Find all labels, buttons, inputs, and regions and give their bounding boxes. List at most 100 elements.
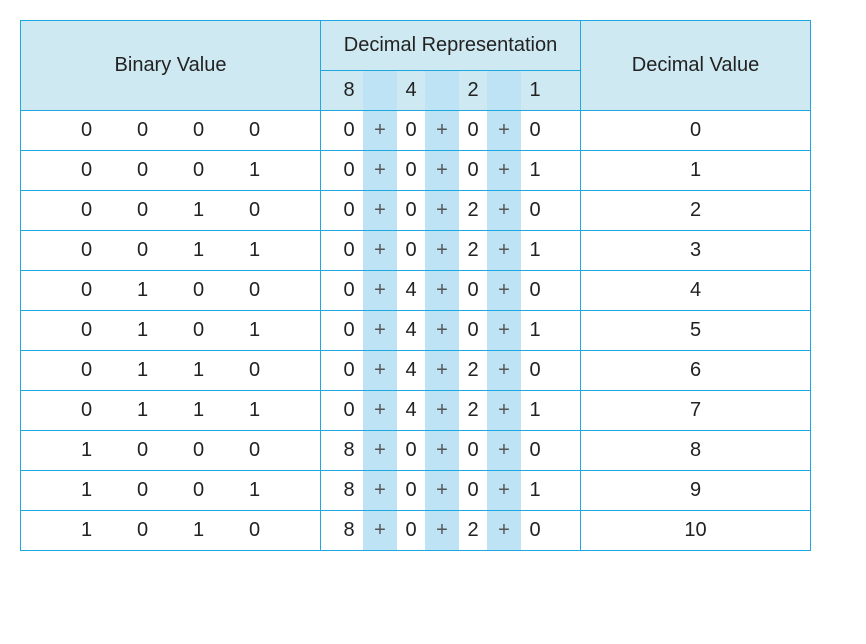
decimal-representation-cell: 0+4+2+0 (321, 351, 581, 391)
plus-icon: + (425, 119, 459, 142)
binary-decimal-table: Binary Value Decimal Representation Deci… (20, 20, 811, 551)
plus-icon: + (363, 199, 397, 222)
decimal-value-cell: 10 (581, 511, 811, 551)
rep-term: 0 (397, 479, 425, 502)
rep-term: 0 (335, 319, 363, 342)
binary-bit: 0 (227, 279, 283, 302)
header-decimal-representation-label: Decimal Representation (344, 34, 557, 56)
rep-term: 1 (521, 479, 549, 502)
binary-bit: 0 (115, 439, 171, 462)
decimal-value-cell: 8 (581, 431, 811, 471)
weight-stripe (487, 71, 521, 110)
rep-term: 0 (397, 519, 425, 542)
binary-bit: 1 (227, 479, 283, 502)
rep-term: 0 (335, 159, 363, 182)
rep-term: 0 (397, 439, 425, 462)
binary-bit: 0 (171, 279, 227, 302)
rep-term: 0 (521, 439, 549, 462)
decimal-representation-cell: 8+0+2+0 (321, 511, 581, 551)
plus-icon: + (487, 359, 521, 382)
weight-2: 2 (459, 79, 487, 102)
binary-value-cell: 1000 (21, 431, 321, 471)
decimal-value-cell: 4 (581, 271, 811, 311)
rep-term: 2 (459, 359, 487, 382)
binary-value-cell: 0100 (21, 271, 321, 311)
decimal-value-cell: 0 (581, 111, 811, 151)
table-row: 00100+0+2+02 (21, 191, 811, 231)
weight-1: 1 (521, 79, 549, 102)
header-weights-row: 8 4 2 1 (321, 71, 581, 111)
plus-icon: + (487, 519, 521, 542)
decimal-representation-cell: 0+0+2+1 (321, 231, 581, 271)
binary-bit: 0 (227, 119, 283, 142)
rep-term: 0 (521, 519, 549, 542)
rep-term: 0 (459, 279, 487, 302)
rep-term: 2 (459, 199, 487, 222)
binary-value-cell: 0011 (21, 231, 321, 271)
rep-term: 4 (397, 399, 425, 422)
rep-term: 0 (335, 199, 363, 222)
weight-4: 4 (397, 79, 425, 102)
rep-term: 0 (521, 119, 549, 142)
rep-term: 8 (335, 439, 363, 462)
binary-bit: 1 (227, 399, 283, 422)
decimal-representation-cell: 0+0+0+1 (321, 151, 581, 191)
rep-term: 0 (459, 319, 487, 342)
rep-term: 0 (459, 119, 487, 142)
rep-term: 0 (335, 279, 363, 302)
decimal-value-cell: 6 (581, 351, 811, 391)
rep-term: 2 (459, 519, 487, 542)
rep-term: 0 (521, 279, 549, 302)
rep-term: 0 (335, 119, 363, 142)
rep-term: 0 (335, 399, 363, 422)
plus-icon: + (363, 239, 397, 262)
decimal-representation-cell: 0+4+0+0 (321, 271, 581, 311)
plus-icon: + (425, 359, 459, 382)
binary-bit: 0 (59, 199, 115, 222)
rep-term: 8 (335, 479, 363, 502)
binary-bit: 1 (171, 399, 227, 422)
plus-icon: + (487, 199, 521, 222)
binary-bit: 1 (115, 399, 171, 422)
decimal-value-cell: 1 (581, 151, 811, 191)
binary-bit: 0 (227, 359, 283, 382)
rep-term: 0 (521, 359, 549, 382)
rep-term: 0 (459, 159, 487, 182)
decimal-value-cell: 3 (581, 231, 811, 271)
rep-term: 0 (397, 199, 425, 222)
binary-bit: 0 (115, 239, 171, 262)
table-body: 00000+0+0+0000010+0+0+1100100+0+2+020011… (21, 111, 811, 551)
header-decimal-value: Decimal Value (581, 21, 811, 111)
binary-bit: 0 (171, 479, 227, 502)
plus-icon: + (425, 519, 459, 542)
plus-icon: + (425, 319, 459, 342)
plus-icon: + (487, 279, 521, 302)
rep-term: 1 (521, 239, 549, 262)
binary-bit: 1 (171, 359, 227, 382)
binary-bit: 0 (115, 519, 171, 542)
rep-term: 0 (335, 239, 363, 262)
weight-8: 8 (335, 79, 363, 102)
rep-term: 0 (335, 359, 363, 382)
binary-bit: 0 (115, 479, 171, 502)
binary-bit: 1 (115, 359, 171, 382)
binary-bit: 0 (59, 119, 115, 142)
decimal-value-cell: 5 (581, 311, 811, 351)
plus-icon: + (363, 399, 397, 422)
table-row: 01000+4+0+04 (21, 271, 811, 311)
decimal-value-cell: 9 (581, 471, 811, 511)
rep-term: 2 (459, 239, 487, 262)
table-row: 10108+0+2+010 (21, 511, 811, 551)
plus-icon: + (363, 439, 397, 462)
header-decimal-representation: Decimal Representation (321, 21, 581, 71)
table-row: 01110+4+2+17 (21, 391, 811, 431)
binary-bit: 0 (115, 159, 171, 182)
plus-icon: + (487, 319, 521, 342)
table-row: 00110+0+2+13 (21, 231, 811, 271)
rep-term: 1 (521, 159, 549, 182)
table-row: 0 0 0 10+0+0+11 (21, 151, 811, 191)
rep-term: 0 (397, 119, 425, 142)
rep-term: 2 (459, 399, 487, 422)
plus-icon: + (425, 399, 459, 422)
rep-term: 1 (521, 319, 549, 342)
